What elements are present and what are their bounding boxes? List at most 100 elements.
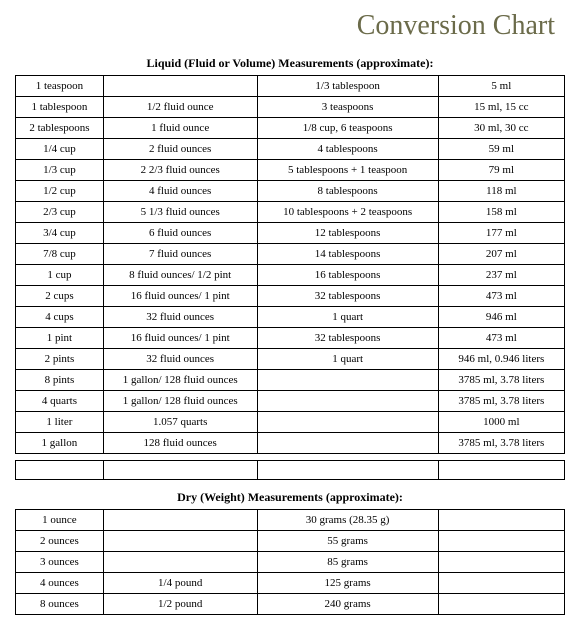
table-cell: 3785 ml, 3.78 liters bbox=[438, 391, 564, 412]
table-cell: 1/4 cup bbox=[16, 139, 104, 160]
spacer-row bbox=[16, 461, 565, 480]
table-cell: 16 tablespoons bbox=[257, 265, 438, 286]
table-cell bbox=[103, 76, 257, 97]
table-cell: 8 tablespoons bbox=[257, 181, 438, 202]
table-cell: 1 tablespoon bbox=[16, 97, 104, 118]
table-cell: 12 tablespoons bbox=[257, 223, 438, 244]
table-cell: 1 fluid ounce bbox=[103, 118, 257, 139]
table-row: 1 teaspoon1/3 tablespoon5 ml bbox=[16, 76, 565, 97]
table-cell: 2 cups bbox=[16, 286, 104, 307]
table-cell bbox=[257, 433, 438, 454]
table-row: 4 cups32 fluid ounces1 quart946 ml bbox=[16, 307, 565, 328]
table-cell: 1 gallon/ 128 fluid ounces bbox=[103, 370, 257, 391]
table-cell: 85 grams bbox=[257, 552, 438, 573]
table-cell: 1 pint bbox=[16, 328, 104, 349]
table-row: 1/4 cup2 fluid ounces4 tablespoons59 ml bbox=[16, 139, 565, 160]
table-cell: 4 ounces bbox=[16, 573, 104, 594]
table-cell bbox=[438, 552, 564, 573]
table-cell: 5 tablespoons + 1 teaspoon bbox=[257, 160, 438, 181]
table-cell: 1/2 fluid ounce bbox=[103, 97, 257, 118]
table-row: 7/8 cup7 fluid ounces14 tablespoons207 m… bbox=[16, 244, 565, 265]
table-cell: 946 ml bbox=[438, 307, 564, 328]
table-cell: 10 tablespoons + 2 teaspoons bbox=[257, 202, 438, 223]
table-cell: 8 pints bbox=[16, 370, 104, 391]
table-cell: 4 quarts bbox=[16, 391, 104, 412]
table-cell: 1/4 pound bbox=[103, 573, 257, 594]
page-title: Conversion Chart bbox=[15, 10, 555, 42]
table-cell: 16 fluid ounces/ 1 pint bbox=[103, 328, 257, 349]
table-row: 1 ounce30 grams (28.35 g) bbox=[16, 510, 565, 531]
table-cell: 4 cups bbox=[16, 307, 104, 328]
table-cell: 3785 ml, 3.78 liters bbox=[438, 433, 564, 454]
table-cell: 3785 ml, 3.78 liters bbox=[438, 370, 564, 391]
table-cell: 32 fluid ounces bbox=[103, 307, 257, 328]
table-row: 8 ounces1/2 pound240 grams bbox=[16, 594, 565, 615]
table-row: 1/2 cup4 fluid ounces8 tablespoons118 ml bbox=[16, 181, 565, 202]
table-cell bbox=[438, 594, 564, 615]
table-cell: 207 ml bbox=[438, 244, 564, 265]
table-cell: 473 ml bbox=[438, 286, 564, 307]
table-cell: 473 ml bbox=[438, 328, 564, 349]
table-cell bbox=[438, 510, 564, 531]
table-cell: 3 ounces bbox=[16, 552, 104, 573]
table-row: 3 ounces 85 grams bbox=[16, 552, 565, 573]
table-cell: 1 ounce bbox=[16, 510, 104, 531]
table-row: 8 pints1 gallon/ 128 fluid ounces 3785 ml… bbox=[16, 370, 565, 391]
table-cell: 15 ml, 15 cc bbox=[438, 97, 564, 118]
table-cell: 118 ml bbox=[438, 181, 564, 202]
table-row: 3/4 cup6 fluid ounces12 tablespoons177 m… bbox=[16, 223, 565, 244]
table-cell: 2 2/3 fluid ounces bbox=[103, 160, 257, 181]
table-cell: 1/8 cup, 6 teaspoons bbox=[257, 118, 438, 139]
table-row: 1 tablespoon1/2 fluid ounce3 teaspoons15… bbox=[16, 97, 565, 118]
table-row: 1 cup8 fluid ounces/ 1/2 pint16 tablespo… bbox=[16, 265, 565, 286]
table-cell: 5 1/3 fluid ounces bbox=[103, 202, 257, 223]
table-cell: 2 fluid ounces bbox=[103, 139, 257, 160]
table-cell: 1 quart bbox=[257, 307, 438, 328]
table-row: 1/3 cup2 2/3 fluid ounces5 tablespoons +… bbox=[16, 160, 565, 181]
table-row: 1 liter1.057 quarts1000 ml bbox=[16, 412, 565, 433]
table-cell bbox=[438, 531, 564, 552]
table-cell: 32 tablespoons bbox=[257, 328, 438, 349]
table-cell bbox=[103, 510, 257, 531]
table-cell: 2 ounces bbox=[16, 531, 104, 552]
table-cell: 8 ounces bbox=[16, 594, 104, 615]
table-cell: 1/3 tablespoon bbox=[257, 76, 438, 97]
table-cell: 32 fluid ounces bbox=[103, 349, 257, 370]
table-cell: 4 fluid ounces bbox=[103, 181, 257, 202]
table-cell bbox=[103, 552, 257, 573]
table-cell: 4 tablespoons bbox=[257, 139, 438, 160]
table-cell: 1.057 quarts bbox=[103, 412, 257, 433]
table-cell: 177 ml bbox=[438, 223, 564, 244]
liquid-table: 1 teaspoon1/3 tablespoon5 ml1 tablespoon… bbox=[15, 75, 565, 454]
table-cell: 3/4 cup bbox=[16, 223, 104, 244]
table-cell: 946 ml, 0.946 liters bbox=[438, 349, 564, 370]
table-cell bbox=[438, 573, 564, 594]
table-cell: 32 tablespoons bbox=[257, 286, 438, 307]
table-row: 2 cups16 fluid ounces/ 1 pint32 tablespo… bbox=[16, 286, 565, 307]
table-cell: 2/3 cup bbox=[16, 202, 104, 223]
table-row: 1 pint16 fluid ounces/ 1 pint32 tablespo… bbox=[16, 328, 565, 349]
table-cell: 1/2 pound bbox=[103, 594, 257, 615]
table-cell bbox=[257, 370, 438, 391]
table-cell: 3 teaspoons bbox=[257, 97, 438, 118]
table-cell bbox=[103, 531, 257, 552]
table-cell bbox=[257, 391, 438, 412]
table-row: 1 gallon128 fluid ounces3785 ml, 3.78 li… bbox=[16, 433, 565, 454]
table-cell: 14 tablespoons bbox=[257, 244, 438, 265]
table-cell: 2 pints bbox=[16, 349, 104, 370]
table-row: 2 tablespoons1 fluid ounce1/8 cup, 6 tea… bbox=[16, 118, 565, 139]
table-cell: 1/3 cup bbox=[16, 160, 104, 181]
table-cell: 59 ml bbox=[438, 139, 564, 160]
table-cell: 5 ml bbox=[438, 76, 564, 97]
table-cell: 1 gallon bbox=[16, 433, 104, 454]
table-cell: 55 grams bbox=[257, 531, 438, 552]
table-cell: 1 gallon/ 128 fluid ounces bbox=[103, 391, 257, 412]
liquid-heading: Liquid (Fluid or Volume) Measurements (a… bbox=[15, 52, 565, 75]
table-cell: 158 ml bbox=[438, 202, 564, 223]
table-cell bbox=[257, 412, 438, 433]
table-cell: 125 grams bbox=[257, 573, 438, 594]
table-row: 4 quarts1 gallon/ 128 fluid ounces 3785 m… bbox=[16, 391, 565, 412]
table-cell: 1 cup bbox=[16, 265, 104, 286]
table-cell: 1 liter bbox=[16, 412, 104, 433]
table-cell: 1 quart bbox=[257, 349, 438, 370]
